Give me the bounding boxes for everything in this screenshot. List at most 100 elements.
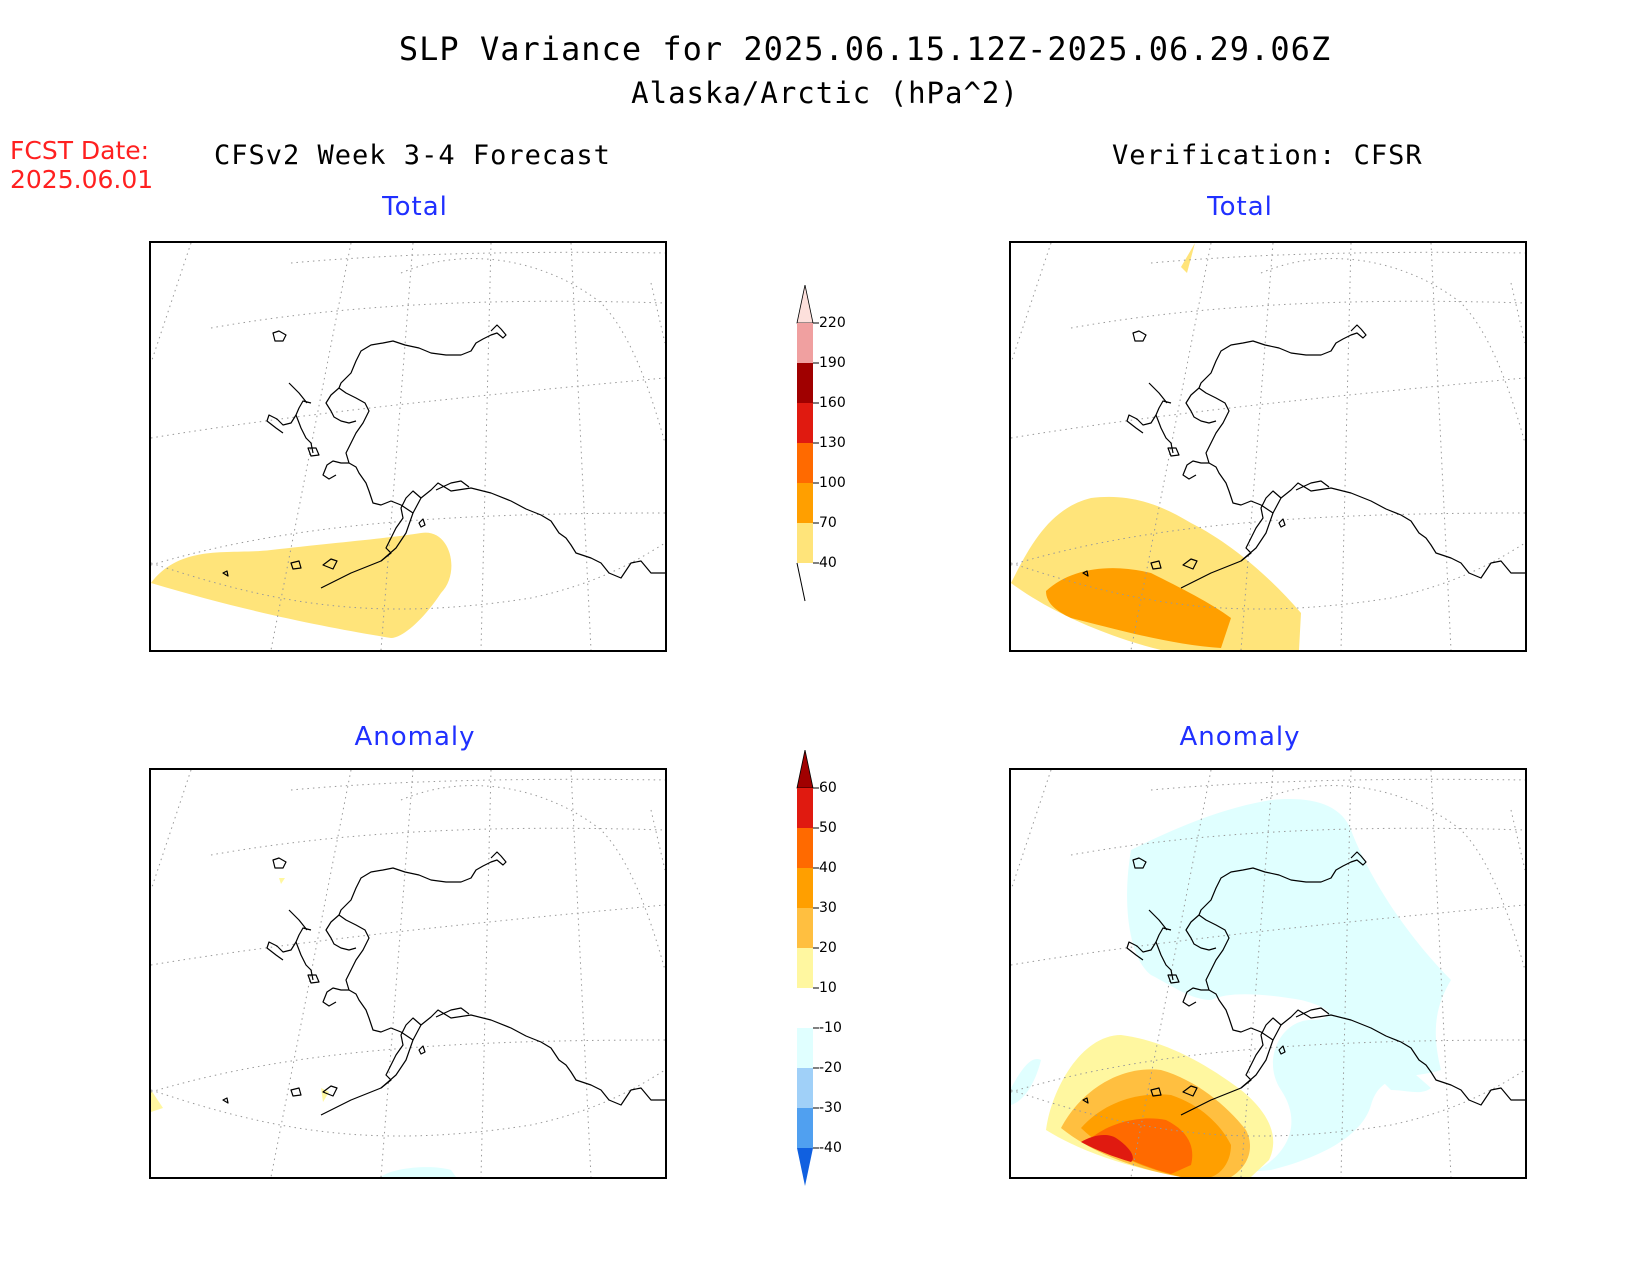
forecast-date-block: FCST Date: 2025.06.01 [10, 136, 153, 194]
graticule-line [151, 770, 192, 891]
colorbar-swatch [797, 1068, 813, 1108]
coastline [1155, 941, 1174, 981]
forecast-date-value: 2025.06.01 [10, 165, 154, 194]
coastline [288, 382, 308, 404]
panel-title-verification-total: Total [1207, 192, 1273, 222]
coastline [1082, 570, 1089, 577]
coastline [1126, 400, 1172, 434]
coastline [1148, 382, 1168, 404]
colorbar-tick-label: 10 [819, 980, 837, 996]
graticule-line [151, 542, 665, 610]
graticule-line [1011, 512, 1525, 566]
coastline [338, 851, 507, 1041]
coastline [1155, 414, 1174, 454]
colorbar-swatch [797, 948, 813, 988]
coastline [266, 927, 312, 961]
panel-title-forecast-total: Total [382, 192, 448, 222]
colorbar-tick-label: 70 [819, 515, 837, 531]
map-panel-forecast-anomaly [149, 768, 667, 1179]
colorbar-anomaly: 60 50 40 30 20 10 -10 -20 -30 -40 [795, 750, 875, 1200]
map-panel-verification-total [1009, 241, 1527, 652]
graticule-line [570, 243, 592, 650]
coastline [338, 324, 507, 514]
graticule-line [1240, 770, 1274, 1177]
coastline [322, 558, 338, 570]
colorbar-swatch [797, 483, 813, 523]
graticule-line [400, 785, 665, 971]
colorbar-tip-top [796, 285, 814, 324]
coastline [1126, 927, 1172, 961]
graticule-line [1510, 282, 1525, 344]
coastline [1167, 447, 1180, 457]
coastline [1132, 330, 1147, 342]
graticule-line [290, 778, 665, 791]
graticule-line [1340, 770, 1352, 1177]
coastline [1240, 490, 1282, 562]
coastline [290, 1087, 302, 1097]
chart-title: SLP Variance for 2025.06.15.12Z-2025.06.… [398, 30, 1332, 68]
panel-title-verification-anomaly: Anomaly [1179, 722, 1301, 752]
coastline [1180, 1009, 1525, 1116]
coastline [322, 460, 349, 480]
colorbar-swatch [797, 523, 813, 563]
map-verification-total [1011, 243, 1525, 650]
graticule-line [1150, 778, 1525, 791]
map-verification-anomaly [1011, 770, 1525, 1177]
graticule-line [151, 1069, 665, 1137]
chart-subtitle: Alaska/Arctic (hPa^2) [631, 76, 1019, 110]
graticule-line [1340, 243, 1352, 650]
coastline [1295, 480, 1330, 491]
coastline [1132, 857, 1147, 869]
graticule-line [151, 512, 665, 566]
colorbar-swatch [797, 788, 813, 828]
graticule-line [151, 243, 192, 364]
coastline [322, 987, 349, 1007]
coastline [1150, 1087, 1162, 1097]
coastline [295, 414, 314, 454]
coastline [320, 1009, 665, 1116]
colorbar-swatch [797, 868, 813, 908]
coastline [1185, 387, 1217, 424]
coastline [1182, 460, 1209, 480]
coastline [1182, 558, 1198, 570]
colorbar-anomaly-swatches [796, 750, 819, 1186]
coastline [307, 974, 320, 984]
graticule-line [1430, 770, 1452, 1177]
colorbar-tick-label: 20 [819, 940, 837, 956]
colorbar-swatch [797, 908, 813, 948]
coastline [1240, 1017, 1282, 1089]
graticule-line [210, 300, 665, 329]
coastline [418, 1045, 426, 1055]
colorbar-tick-label: 50 [819, 820, 837, 836]
coastline [435, 1007, 470, 1018]
coastline [290, 560, 302, 570]
coastline [266, 400, 312, 434]
colorbar-tick-label: 60 [819, 780, 837, 796]
colorbar-swatch [797, 403, 813, 443]
coastline [1182, 987, 1209, 1007]
coastline [288, 909, 308, 931]
colorbar-tick-label: -20 [819, 1060, 842, 1076]
graticule-line [480, 770, 492, 1177]
graticule-line [1011, 243, 1052, 364]
coastline [380, 490, 422, 562]
coastline [1295, 1007, 1330, 1018]
graticule-line [380, 770, 414, 1177]
coastline [307, 447, 320, 457]
graticule-line [380, 243, 414, 650]
colorbar-tick-label: 220 [819, 315, 846, 331]
graticule-line [210, 827, 665, 856]
graticule-line [151, 904, 665, 966]
graticule-line [1011, 770, 1052, 891]
colorbar-swatch [797, 363, 813, 403]
coastline [1185, 914, 1217, 951]
coastline [325, 387, 357, 424]
map-panel-verification-anomaly [1009, 768, 1527, 1179]
graticule-line [570, 770, 592, 1177]
map-forecast-total [151, 243, 665, 650]
graticule-line [400, 258, 665, 444]
graticule-line [650, 809, 665, 871]
coastline [1198, 851, 1367, 1041]
graticule-line [650, 282, 665, 344]
coastline [325, 914, 357, 951]
